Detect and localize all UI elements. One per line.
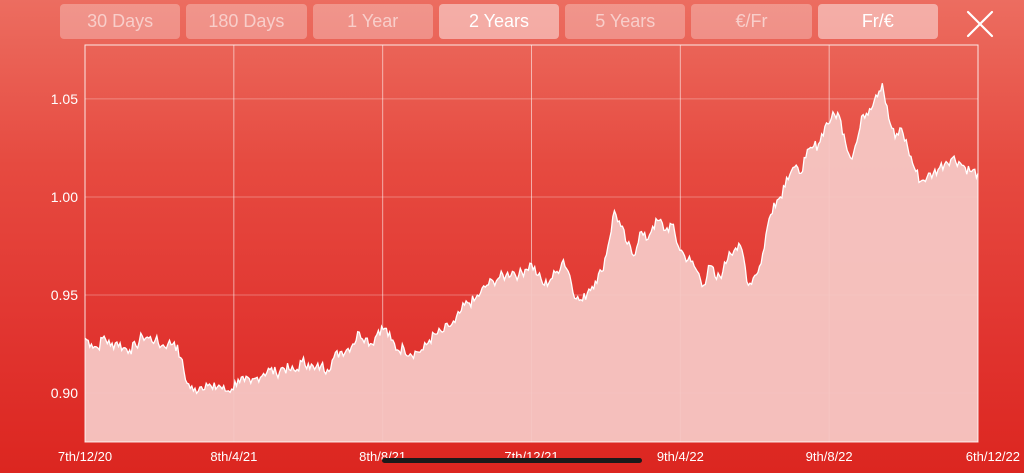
y-tick-label: 0.90	[51, 385, 78, 401]
y-tick-label: 1.00	[51, 189, 78, 205]
x-axis-labels: 7th/12/20 8th/4/21 8th/8/21 7th/12/21 9th/4/…	[58, 449, 1020, 464]
plot-frame	[84, 44, 979, 443]
range-180-days-button[interactable]: 180 Days	[186, 4, 307, 39]
range-1-year-button[interactable]: 1 Year	[312, 4, 433, 39]
chart-area-layer	[84, 83, 979, 442]
range-30-days-button[interactable]: 30 Days	[60, 4, 181, 39]
range-selector: 30 Days 180 Days 1 Year 2 Years 5 Years …	[60, 4, 938, 39]
x-tick-label: 9th/4/22	[657, 449, 704, 464]
y-axis-labels: 0.90 0.95 1.00 1.05	[51, 91, 78, 401]
chf-to-eur-button[interactable]: Fr/€	[817, 4, 938, 39]
x-tick-label: 9th/8/22	[806, 449, 853, 464]
close-icon	[966, 10, 994, 38]
range-5-years-button[interactable]: 5 Years	[565, 4, 686, 39]
y-tick-label: 1.05	[51, 91, 78, 107]
close-button[interactable]	[965, 9, 995, 39]
x-tick-label: 8th/4/21	[210, 449, 257, 464]
range-2-years-button[interactable]: 2 Years	[438, 4, 560, 39]
y-tick-label: 0.95	[51, 287, 78, 303]
x-tick-label: 7th/12/20	[58, 449, 112, 464]
home-indicator	[382, 458, 642, 463]
x-tick-label: 6th/12/22	[966, 449, 1020, 464]
rate-area	[85, 83, 978, 442]
rate-line	[84, 83, 979, 395]
eur-to-chf-button[interactable]: €/Fr	[691, 4, 812, 39]
